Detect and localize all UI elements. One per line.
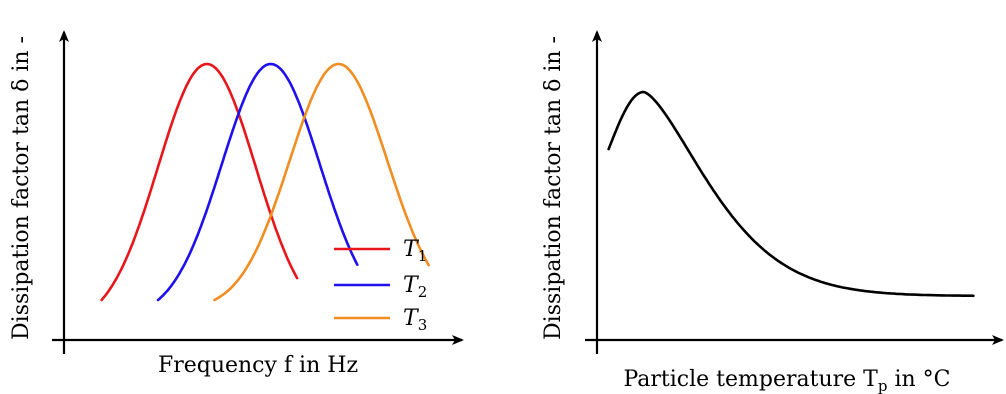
right-chart: Dissipation factor tan δ in - Particle t… [541, 30, 1004, 394]
right-series-group [607, 90, 975, 298]
legend-label-t1: T1 [403, 237, 427, 265]
series-line-t2 [156, 62, 359, 302]
left-x-axis-label: Frequency f in Hz [158, 353, 358, 378]
series-line-t1 [100, 62, 299, 302]
left-series-group [100, 62, 430, 302]
legend-label-t2: T2 [403, 273, 427, 301]
right-y-axis-label: Dissipation factor tan δ in - [541, 36, 566, 340]
left-y-axis-label: Dissipation factor tan δ in - [9, 36, 34, 340]
legend: T1 T2 T3 [334, 237, 427, 334]
right-x-axis-label: Particle temperature Tp in °C [623, 367, 950, 394]
legend-label-t3: T3 [403, 306, 427, 334]
left-chart: Dissipation factor tan δ in - Frequency … [9, 30, 464, 378]
series-line-temperature [607, 90, 975, 298]
series-line-t3 [213, 62, 430, 302]
